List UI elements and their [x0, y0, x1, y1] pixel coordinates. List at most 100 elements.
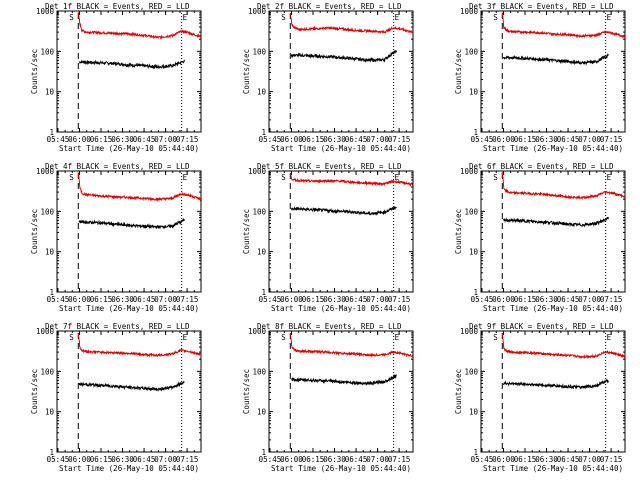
x-tick-label: 06:30 — [323, 295, 346, 304]
end-marker-label: E — [183, 333, 188, 342]
end-marker-label: E — [607, 173, 612, 182]
x-tick-label: 05:45 — [259, 295, 282, 304]
y-axis-label: Counts/sec — [454, 209, 463, 254]
x-tick-label: 07:00 — [578, 295, 601, 304]
panel-title: Det 3f BLACK = Events, RED = LLD — [469, 2, 614, 11]
x-tick-label: 07:00 — [366, 135, 389, 144]
plot-frame — [56, 10, 202, 133]
y-tick-label: 1 — [261, 288, 266, 297]
y-tick-label: 100 — [252, 367, 266, 376]
x-tick-label: 05:45 — [259, 455, 282, 464]
x-axis-label: Start Time (26-May-10 05:44:40) — [59, 464, 199, 473]
y-tick-label: 100 — [40, 367, 54, 376]
y-tick-label: 100 — [252, 207, 266, 216]
x-tick-label: 06:15 — [90, 135, 113, 144]
y-tick-label: 1000 — [36, 167, 55, 176]
panel-det-7: Det 7f BLACK = Events, RED = LLD 1 10 100 10… — [30, 322, 202, 473]
x-tick-label: 06:15 — [90, 455, 113, 464]
y-tick-label: 1 — [49, 288, 54, 297]
events-series-line — [79, 59, 185, 70]
x-tick-label: 06:45 — [345, 455, 368, 464]
y-tick-label: 100 — [40, 207, 54, 216]
x-tick-label: 06:00 — [68, 135, 91, 144]
panel-title: Det 4f BLACK = Events, RED = LLD — [45, 162, 190, 171]
x-tick-label: 05:45 — [471, 295, 494, 304]
lld-series-line — [501, 332, 626, 360]
start-marker-label: S — [281, 13, 286, 22]
y-tick-label: 1000 — [460, 167, 479, 176]
x-axis-label: Start Time (26-May-10 05:44:40) — [59, 144, 199, 153]
lld-series-line — [501, 171, 626, 200]
events-series-line — [78, 217, 185, 230]
y-axis-label: Counts/sec — [30, 369, 39, 414]
x-tick-label: 05:45 — [259, 135, 282, 144]
end-marker-label: E — [183, 173, 188, 182]
x-tick-label: 06:15 — [514, 455, 537, 464]
panel-title: Det 2f BLACK = Events, RED = LLD — [257, 2, 402, 11]
panel-title: Det 5f BLACK = Events, RED = LLD — [257, 162, 402, 171]
events-series-line — [291, 374, 397, 386]
y-axis-label: Counts/sec — [242, 49, 251, 94]
x-tick-label: 06:30 — [535, 135, 558, 144]
panel-title: Det 7f BLACK = Events, RED = LLD — [45, 322, 190, 331]
y-tick-label: 1 — [49, 448, 54, 457]
x-tick-label: 06:30 — [111, 455, 134, 464]
x-tick-label: 06:00 — [280, 295, 303, 304]
plot-frame — [480, 10, 626, 133]
x-tick-label: 07:15 — [600, 295, 623, 304]
x-tick-label: 06:30 — [323, 135, 346, 144]
y-tick-label: 10 — [45, 408, 55, 417]
y-tick-label: 1000 — [460, 7, 479, 16]
x-tick-label: 07:15 — [176, 295, 199, 304]
x-tick-label: 06:15 — [514, 295, 537, 304]
y-axis-label: Counts/sec — [242, 369, 251, 414]
x-tick-label: 06:45 — [557, 135, 580, 144]
end-marker-label: E — [395, 333, 400, 342]
y-tick-label: 10 — [45, 88, 55, 97]
start-marker-label: S — [493, 333, 498, 342]
x-tick-label: 06:45 — [133, 455, 156, 464]
x-tick-label: 07:00 — [154, 135, 177, 144]
x-tick-label: 07:00 — [154, 295, 177, 304]
plot-frame — [480, 170, 626, 293]
x-tick-label: 07:15 — [388, 135, 411, 144]
y-tick-label: 10 — [257, 408, 267, 417]
x-axis-label: Start Time (26-May-10 05:44:40) — [483, 144, 623, 153]
x-tick-label: 06:15 — [90, 295, 113, 304]
x-tick-label: 07:00 — [366, 455, 389, 464]
y-tick-label: 1000 — [248, 167, 267, 176]
start-marker-label: S — [69, 173, 74, 182]
x-tick-label: 07:00 — [154, 455, 177, 464]
x-axis-label: Start Time (26-May-10 05:44:40) — [483, 304, 623, 313]
y-axis-label: Counts/sec — [30, 209, 39, 254]
events-series-line — [502, 216, 609, 228]
x-tick-label: 06:30 — [323, 455, 346, 464]
x-tick-label: 06:45 — [557, 295, 580, 304]
lld-series-line — [77, 172, 202, 202]
y-tick-label: 1000 — [248, 327, 267, 336]
y-tick-label: 1000 — [36, 327, 55, 336]
x-tick-label: 06:15 — [302, 455, 325, 464]
x-tick-label: 07:15 — [388, 295, 411, 304]
lld-series-line — [77, 12, 202, 41]
y-tick-label: 1000 — [248, 7, 267, 16]
y-axis-label: Counts/sec — [454, 369, 463, 414]
x-tick-label: 05:45 — [471, 135, 494, 144]
start-marker-label: S — [69, 333, 74, 342]
panel-title: Det 6f BLACK = Events, RED = LLD — [469, 162, 614, 171]
x-tick-label: 06:00 — [492, 295, 515, 304]
lld-series-line — [289, 333, 414, 359]
x-tick-label: 07:00 — [366, 295, 389, 304]
start-marker-label: S — [281, 173, 286, 182]
y-tick-label: 100 — [40, 47, 54, 56]
panel-det-5: Det 5f BLACK = Events, RED = LLD 1 10 100 10… — [242, 162, 414, 313]
y-tick-label: 10 — [469, 248, 479, 257]
plot-frame — [268, 330, 414, 453]
y-tick-label: 10 — [469, 88, 479, 97]
y-tick-label: 1 — [473, 288, 478, 297]
events-series-line — [502, 53, 609, 66]
x-tick-label: 07:15 — [176, 455, 199, 464]
panel-det-6: Det 6f BLACK = Events, RED = LLD 1 10 100 10… — [454, 162, 626, 313]
lld-series-line — [289, 13, 414, 34]
end-marker-label: E — [395, 173, 400, 182]
